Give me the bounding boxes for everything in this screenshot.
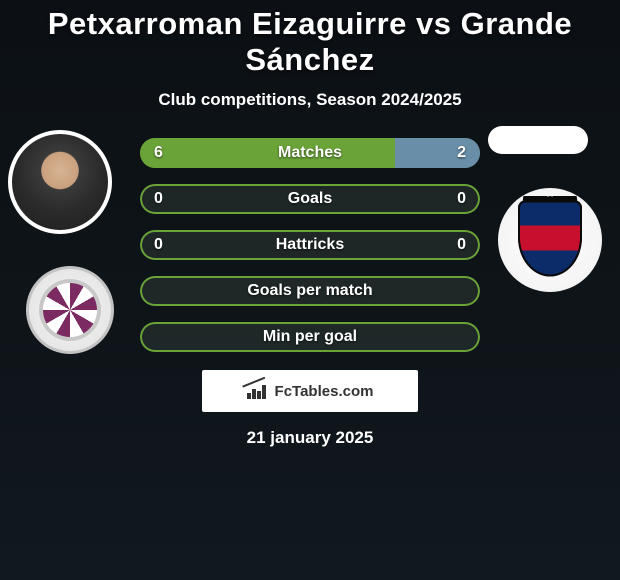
subtitle: Club competitions, Season 2024/2025 <box>0 90 620 110</box>
stats-area: 62Matches 00Goals 00Hattricks Goals per mat… <box>0 138 620 352</box>
watermark-chart-icon <box>247 383 269 399</box>
player-left-avatar <box>8 130 112 234</box>
player-right-avatar <box>488 126 588 154</box>
stat-label: Min per goal <box>140 322 480 352</box>
comparison-card: Petxarroman Eizaguirre vs Grande Sánchez… <box>0 0 620 580</box>
club-right-crest <box>498 188 602 292</box>
crest-shield-icon <box>518 200 582 276</box>
stat-row: 00Hattricks <box>140 230 480 260</box>
watermark: FcTables.com <box>202 370 418 412</box>
stat-row: Min per goal <box>140 322 480 352</box>
stat-label: Goals per match <box>140 276 480 306</box>
stat-rows: 62Matches 00Goals 00Hattricks Goals per mat… <box>140 138 480 352</box>
stat-label: Goals <box>140 184 480 214</box>
watermark-text: FcTables.com <box>275 383 374 400</box>
stat-row: 00Goals <box>140 184 480 214</box>
club-left-crest <box>26 266 114 354</box>
stat-label: Matches <box>140 138 480 168</box>
stat-row: 62Matches <box>140 138 480 168</box>
stat-label: Hattricks <box>140 230 480 260</box>
date: 21 january 2025 <box>0 428 620 448</box>
stat-row: Goals per match <box>140 276 480 306</box>
title: Petxarroman Eizaguirre vs Grande Sánchez <box>0 0 620 78</box>
